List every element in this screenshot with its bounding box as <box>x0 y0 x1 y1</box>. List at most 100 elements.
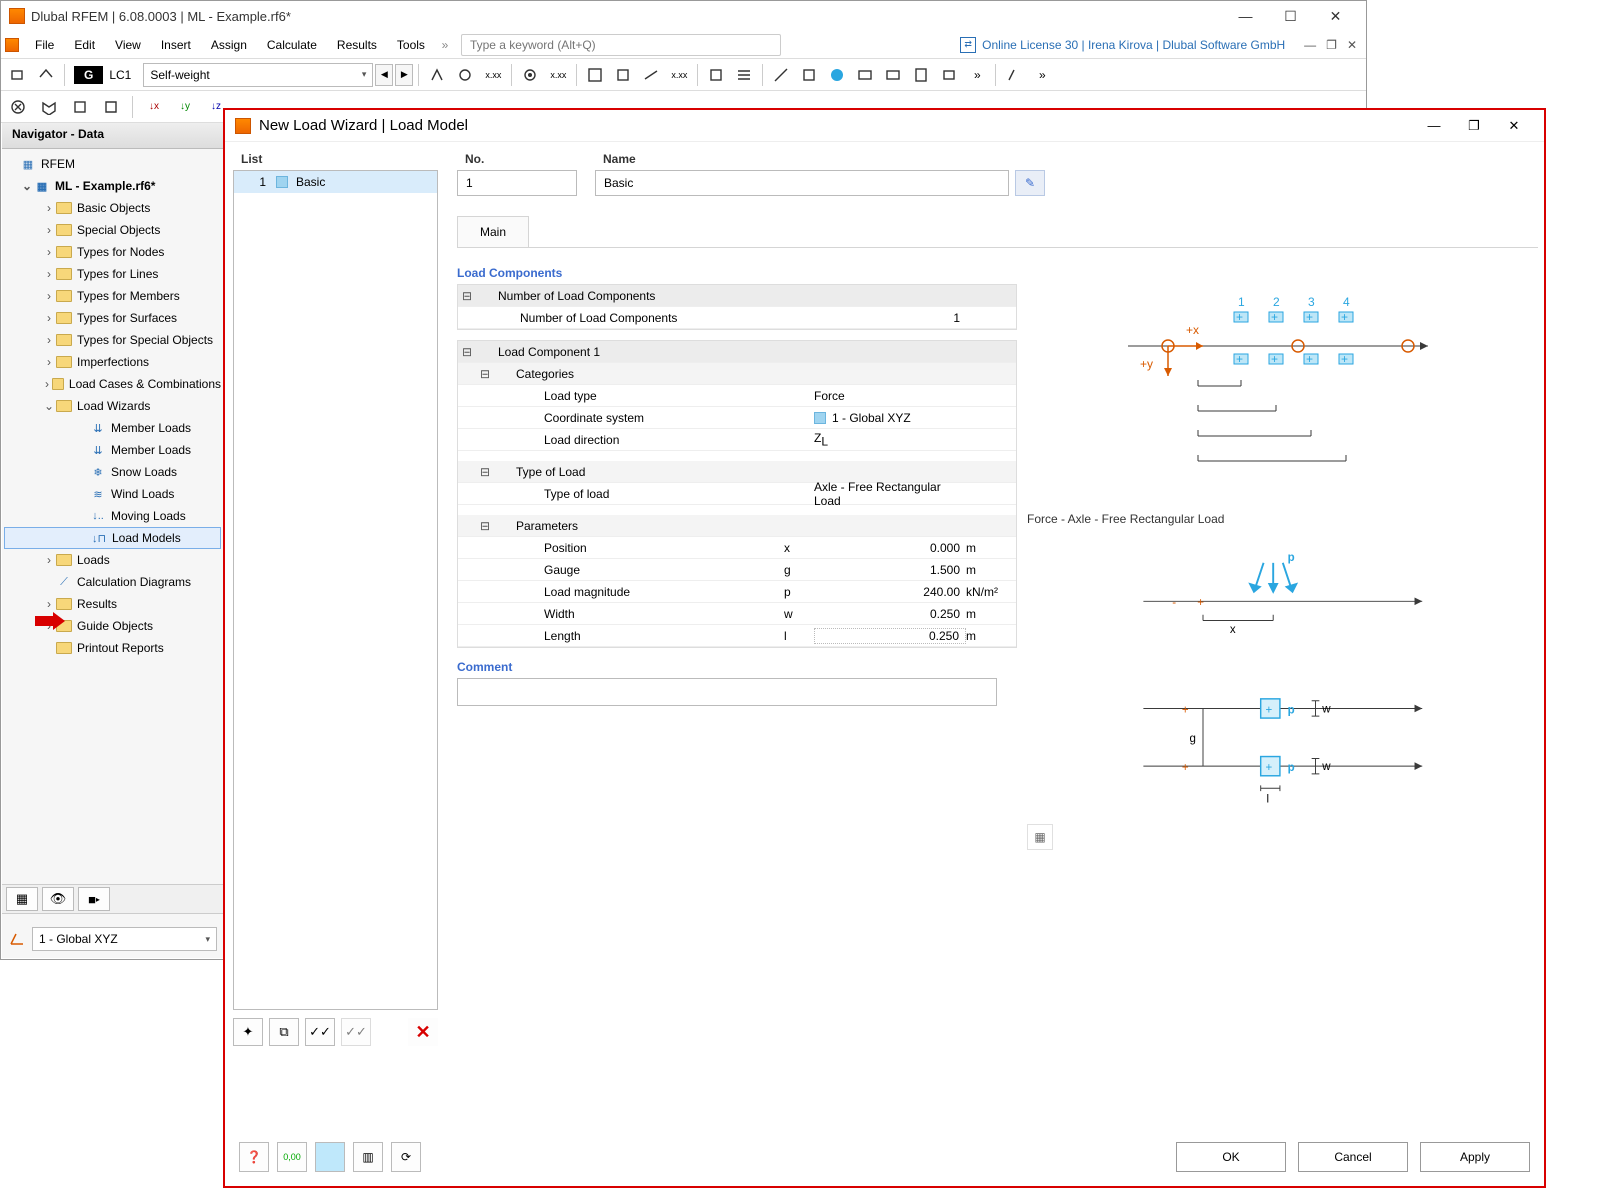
tool-btn[interactable] <box>610 62 636 88</box>
tree-row[interactable]: Types for Lines <box>4 263 221 285</box>
preview-icon[interactable]: ▦ <box>1027 824 1053 850</box>
prop-row[interactable]: Lengthl0.250m <box>458 625 1016 647</box>
minimize-button[interactable]: — <box>1223 1 1268 31</box>
tree-row[interactable]: ⟋Calculation Diagrams <box>4 571 221 593</box>
tool-btn[interactable]: x.xx <box>545 62 571 88</box>
tool2-btn[interactable]: ↓y <box>172 94 198 120</box>
tool-btn[interactable] <box>908 62 934 88</box>
loadcase-prev-button[interactable]: ◀ <box>375 64 393 86</box>
coord-dropdown[interactable]: 1 - Global XYZ ▾ <box>32 927 217 951</box>
tool-btn[interactable] <box>5 62 31 88</box>
license-status[interactable]: ⇄ Online License 30 | Irena Kirova | Dlu… <box>960 37 1293 53</box>
prop-row[interactable]: Load directionZL <box>458 429 1016 451</box>
list-new-button[interactable]: ✦ <box>233 1018 263 1046</box>
comment-input[interactable] <box>457 678 997 706</box>
ok-button[interactable]: OK <box>1176 1142 1286 1172</box>
tool-overflow[interactable]: » <box>964 62 990 88</box>
menu-assign[interactable]: Assign <box>201 34 257 56</box>
tool2-btn[interactable] <box>36 94 62 120</box>
tool-btn[interactable] <box>638 62 664 88</box>
prop-subgroup[interactable]: ⊟ Parameters <box>458 515 1016 537</box>
cancel-button[interactable]: Cancel <box>1298 1142 1408 1172</box>
tool-overflow[interactable]: » <box>1029 62 1055 88</box>
navigator-tree[interactable]: ▦ RFEM ▦ ML - Example.rf6* Basic Objects… <box>2 149 223 663</box>
tree-row[interactable]: ⇊Member Loads <box>4 439 221 461</box>
menu-overflow-icon[interactable]: » <box>435 38 455 52</box>
tool-btn[interactable] <box>824 62 850 88</box>
tree-root[interactable]: ▦ RFEM <box>4 153 221 175</box>
prop-subgroup[interactable]: ⊟ Categories <box>458 363 1016 385</box>
tree-row[interactable]: Imperfections <box>4 351 221 373</box>
units-button[interactable]: 0,00 <box>277 1142 307 1172</box>
tree-row[interactable]: Types for Members <box>4 285 221 307</box>
tree-row[interactable]: ❄Snow Loads <box>4 461 221 483</box>
tree-row[interactable]: ≋Wind Loads <box>4 483 221 505</box>
tool2-btn[interactable] <box>5 94 31 120</box>
mdi-minimize[interactable]: — <box>1299 38 1321 52</box>
menu-results[interactable]: Results <box>327 34 387 56</box>
tool-btn[interactable] <box>852 62 878 88</box>
mdi-restore[interactable]: ❐ <box>1321 38 1342 52</box>
tree-twisty[interactable] <box>42 201 56 215</box>
tree-row[interactable]: Load Cases & Combinations <box>4 373 221 395</box>
tool-btn[interactable] <box>880 62 906 88</box>
tool-btn[interactable]: x.xx <box>480 62 506 88</box>
tool-btn[interactable] <box>1001 62 1027 88</box>
name-input[interactable]: Basic <box>595 170 1009 196</box>
tool-btn[interactable] <box>796 62 822 88</box>
maximize-button[interactable]: ☐ <box>1268 1 1313 31</box>
list-box[interactable]: 1 Basic <box>233 170 438 1010</box>
prop-row[interactable]: Load magnitudep240.00kN/m² <box>458 581 1016 603</box>
tool2-btn[interactable] <box>67 94 93 120</box>
tree-row[interactable]: Load Wizards <box>4 395 221 417</box>
list-uncheck-button[interactable]: ✓✓ <box>341 1018 371 1046</box>
reload-button[interactable]: ⟳ <box>391 1142 421 1172</box>
tool-btn[interactable] <box>582 62 608 88</box>
prop-row[interactable]: Load typeForce <box>458 385 1016 407</box>
nav-tab[interactable]: ▦ <box>6 887 38 911</box>
menu-view[interactable]: View <box>105 34 151 56</box>
tree-twisty[interactable] <box>42 377 52 391</box>
loadcase-dropdown[interactable]: Self-weight ▾ <box>143 63 373 87</box>
prop-row[interactable]: Number of Load Components 1 <box>458 307 1016 329</box>
tree-row[interactable]: Types for Nodes <box>4 241 221 263</box>
tree-twisty[interactable] <box>42 597 56 611</box>
prop-group[interactable]: ⊟ Number of Load Components <box>458 285 1016 307</box>
tree-row[interactable]: ↓..Moving Loads <box>4 505 221 527</box>
tool-btn[interactable] <box>703 62 729 88</box>
tool-btn[interactable] <box>517 62 543 88</box>
menu-file[interactable]: File <box>25 34 64 56</box>
tree-twisty[interactable] <box>20 179 34 193</box>
loadcase-next-button[interactable]: ▶ <box>395 64 413 86</box>
tree-row[interactable]: Types for Special Objects <box>4 329 221 351</box>
name-edit-button[interactable]: ✎ <box>1015 170 1045 196</box>
list-check-button[interactable]: ✓✓ <box>305 1018 335 1046</box>
axes-button[interactable]: ▥ <box>353 1142 383 1172</box>
list-delete-button[interactable]: ✕ <box>408 1018 438 1046</box>
tab-main[interactable]: Main <box>457 216 529 247</box>
tree-row[interactable]: Loads <box>4 549 221 571</box>
menu-tools[interactable]: Tools <box>387 34 435 56</box>
tool-btn[interactable]: x.xx <box>666 62 692 88</box>
dialog-maximize-button[interactable]: ❐ <box>1454 112 1494 140</box>
menu-edit[interactable]: Edit <box>64 34 105 56</box>
tree-row[interactable]: Types for Surfaces <box>4 307 221 329</box>
prop-row[interactable]: Coordinate system1 - Global XYZ <box>458 407 1016 429</box>
tree-twisty[interactable] <box>42 267 56 281</box>
tree-row[interactable]: ⇊Member Loads <box>4 417 221 439</box>
tool-btn[interactable] <box>33 62 59 88</box>
dialog-close-button[interactable]: ✕ <box>1494 112 1534 140</box>
dialog-minimize-button[interactable]: — <box>1414 112 1454 140</box>
tree-twisty[interactable] <box>42 245 56 259</box>
menu-insert[interactable]: Insert <box>151 34 201 56</box>
tree-model[interactable]: ▦ ML - Example.rf6* <box>4 175 221 197</box>
list-item[interactable]: 1 Basic <box>234 171 437 193</box>
tree-row[interactable]: Basic Objects <box>4 197 221 219</box>
prop-row[interactable]: Type of load Axle - Free Rectangular Loa… <box>458 483 1016 505</box>
tree-twisty[interactable] <box>42 289 56 303</box>
list-copy-button[interactable]: ⧉ <box>269 1018 299 1046</box>
tree-twisty[interactable] <box>42 223 56 237</box>
tool-btn[interactable] <box>768 62 794 88</box>
prop-row[interactable]: Widthw0.250m <box>458 603 1016 625</box>
tree-row[interactable]: Printout Reports <box>4 637 221 659</box>
